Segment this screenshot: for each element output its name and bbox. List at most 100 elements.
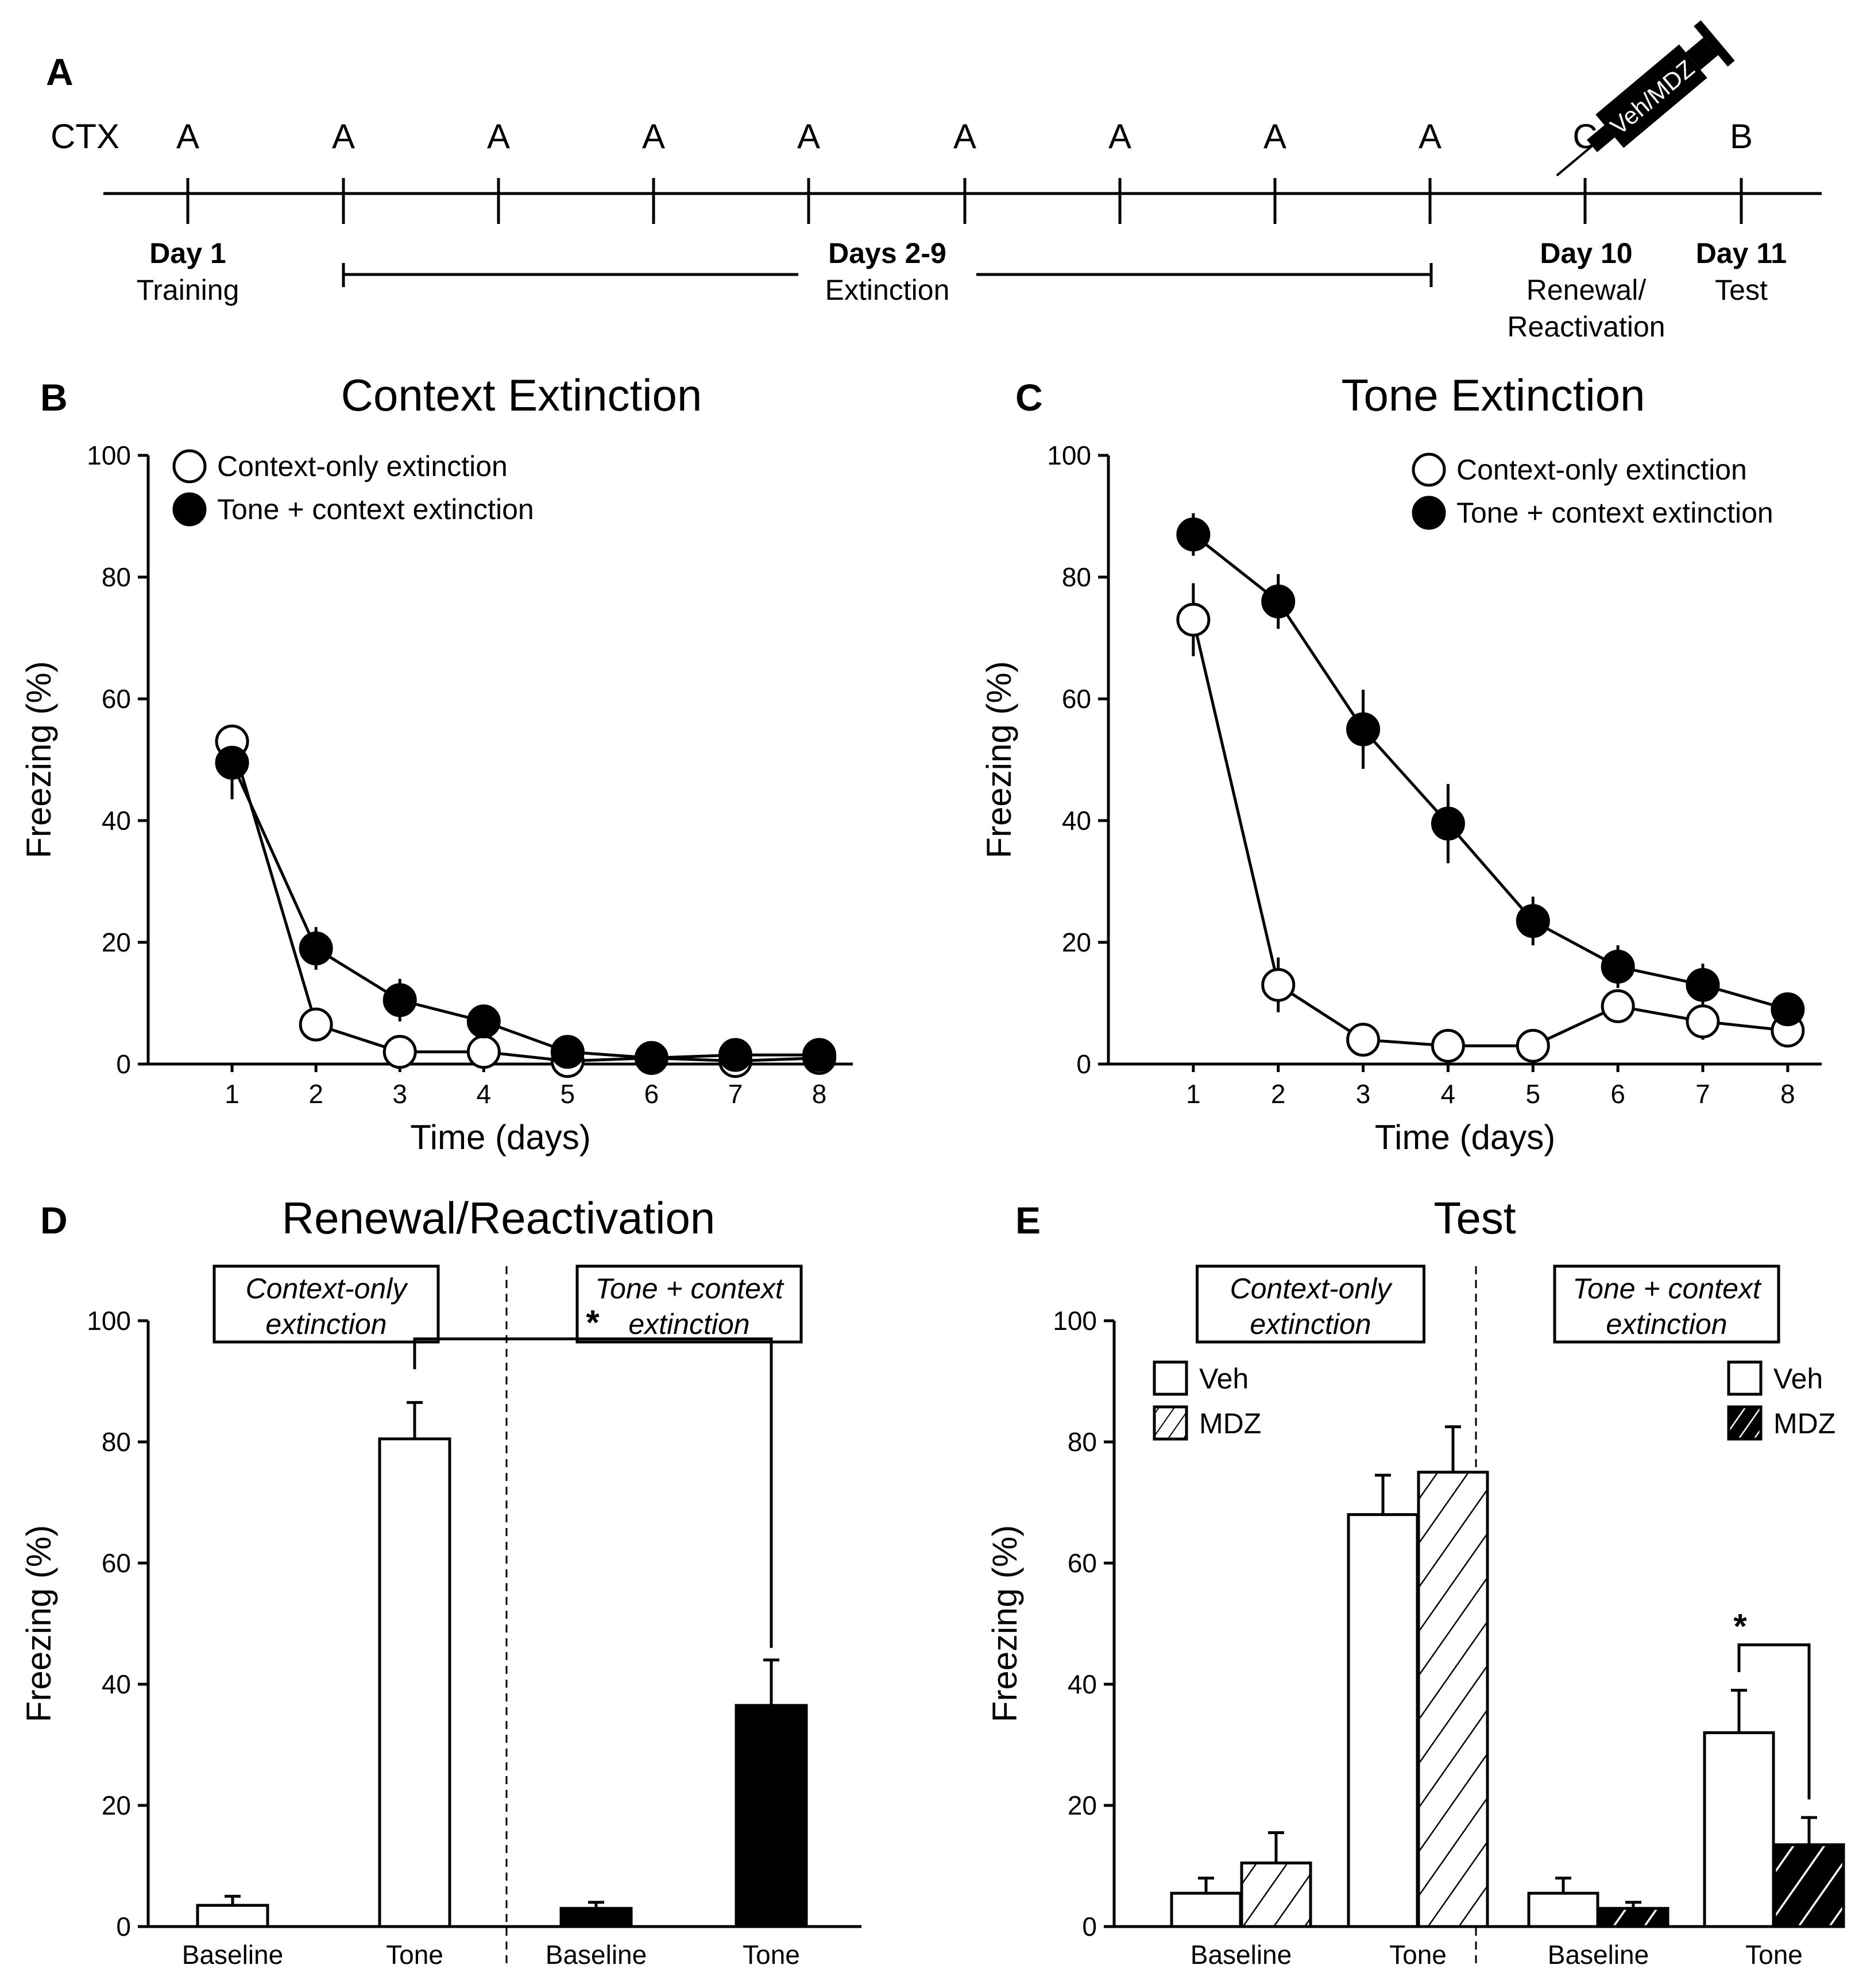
legend-marker [172, 492, 207, 527]
data-point [1176, 602, 1211, 637]
x-tick-label: 4 [1441, 1079, 1456, 1109]
chart-title: Tone Extinction [1342, 370, 1645, 420]
context-letter: A [1263, 117, 1286, 156]
legend-label: MDZ [1773, 1407, 1835, 1440]
y-tick-label: 60 [1068, 1548, 1097, 1578]
group-label-line2: extinction [628, 1308, 749, 1340]
data-point [382, 1035, 417, 1069]
data-point [299, 931, 333, 966]
y-tick-label: 100 [1047, 440, 1091, 470]
x-tick-label: Baseline [546, 1940, 647, 1970]
bar [1527, 1892, 1599, 1928]
data-point [1431, 806, 1465, 841]
y-tick-label: 60 [102, 684, 131, 714]
significance-star: * [1733, 1607, 1747, 1645]
group-label-box [1553, 1264, 1780, 1344]
x-tick-label: 2 [1271, 1079, 1286, 1109]
legend-swatch [1727, 1405, 1763, 1441]
panel-b-chart: B Context Extinction 0 20 40 60 80 100 1 2 3 4 5 6 7 8 T… [20, 370, 853, 1157]
group-label-line2: extinction [1606, 1308, 1727, 1340]
data-point [1176, 517, 1211, 552]
data-point [1686, 968, 1720, 1002]
x-tick-label: 7 [1695, 1079, 1710, 1109]
y-tick-label: 20 [1062, 927, 1091, 957]
data-point [1261, 584, 1296, 618]
y-tick-label: 20 [102, 1790, 131, 1820]
data-point [1516, 1028, 1550, 1063]
bar [1597, 1906, 1670, 1928]
bar [1170, 1892, 1242, 1928]
context-letter: A [642, 117, 665, 156]
panel-c-chart: C Tone Extinction 0 20 40 60 80 100 1 2 3 4 5 6 7 8 Time… [980, 370, 1822, 1157]
legend-label: Veh [1199, 1363, 1249, 1395]
data-point [550, 1035, 585, 1069]
y-axis-label: Freezing (%) [980, 661, 1018, 858]
y-tick-label: 0 [116, 1049, 131, 1079]
bar [378, 1437, 451, 1928]
context-letter: A [332, 117, 355, 156]
x-tick-label: 5 [561, 1079, 575, 1109]
legend-label: Veh [1773, 1363, 1823, 1395]
y-tick-label: 100 [87, 1306, 131, 1336]
x-tick-label: Tone [1745, 1940, 1803, 1970]
x-tick-label: Tone [1389, 1940, 1447, 1970]
syringe-icon: Veh/MDZ [1556, 20, 1735, 177]
x-tick-label: 8 [1780, 1079, 1795, 1109]
x-tick-label: 2 [308, 1079, 323, 1109]
x-tick-label: 4 [476, 1079, 491, 1109]
panel-d-chart: D Renewal/Reactivation 0 20 40 60 80 100 Freezin… [20, 1193, 861, 1970]
x-tick-label: 5 [1525, 1079, 1540, 1109]
group-label-box [575, 1264, 803, 1344]
legend-label: Context-only extinction [1456, 454, 1747, 486]
legend-marker [172, 449, 207, 484]
legend-swatch [1153, 1360, 1188, 1396]
panel-label: E [1015, 1199, 1041, 1241]
legend-label: Tone + context extinction [217, 493, 534, 525]
y-tick-label: 80 [1068, 1427, 1097, 1457]
x-axis-label: Time (days) [410, 1118, 590, 1157]
days29-sub: Extinction [825, 274, 950, 306]
data-point [299, 1007, 333, 1042]
legend-label: Context-only extinction [217, 450, 508, 482]
timeline-ticks [186, 178, 1743, 224]
legend-swatch [1153, 1405, 1188, 1441]
data-point [1516, 904, 1550, 938]
context-letter: A [487, 117, 510, 156]
data-point [215, 745, 249, 780]
group-label-line1: Tone + context [1572, 1273, 1762, 1305]
bar [196, 1904, 269, 1928]
day10-sub2: Reactivation [1507, 311, 1665, 343]
x-tick-label: 3 [1356, 1079, 1371, 1109]
x-tick-label: Baseline [1191, 1940, 1292, 1970]
day1-sub: Training [137, 274, 239, 306]
day10-sub1: Renewal/ [1526, 274, 1647, 306]
group-label-line1: Tone + context [595, 1273, 784, 1305]
data-point [1771, 992, 1805, 1027]
significance-bracket [1737, 1643, 1811, 1800]
y-tick-label: 80 [1062, 562, 1091, 592]
y-tick-label: 0 [116, 1912, 131, 1941]
panel-e-chart: E Test 0 20 40 60 80 100 Freezing (%) Context-onl… [986, 1193, 1845, 1970]
data-point [1601, 949, 1635, 984]
group-label-line2: extinction [265, 1308, 387, 1340]
y-tick-label: 100 [87, 440, 131, 470]
context-letter: A [797, 117, 820, 156]
legend-label: Tone + context extinction [1456, 497, 1773, 529]
x-tick-label: Tone [743, 1940, 800, 1970]
x-tick-label: 6 [1610, 1079, 1625, 1109]
panel-label: D [40, 1199, 68, 1241]
data-point [1346, 712, 1381, 747]
group-label-line1: Context-only [246, 1273, 409, 1305]
day11-sub: Test [1715, 274, 1768, 306]
y-tick-label: 80 [102, 562, 131, 592]
y-tick-label: 60 [1062, 684, 1091, 714]
bar [1773, 1843, 1845, 1928]
significance-bracket [413, 1337, 773, 1648]
chart-title: Context Extinction [341, 370, 702, 420]
y-tick-label: 20 [102, 927, 131, 957]
y-tick-label: 40 [1062, 806, 1091, 836]
y-axis-label: Freezing (%) [20, 1525, 58, 1722]
